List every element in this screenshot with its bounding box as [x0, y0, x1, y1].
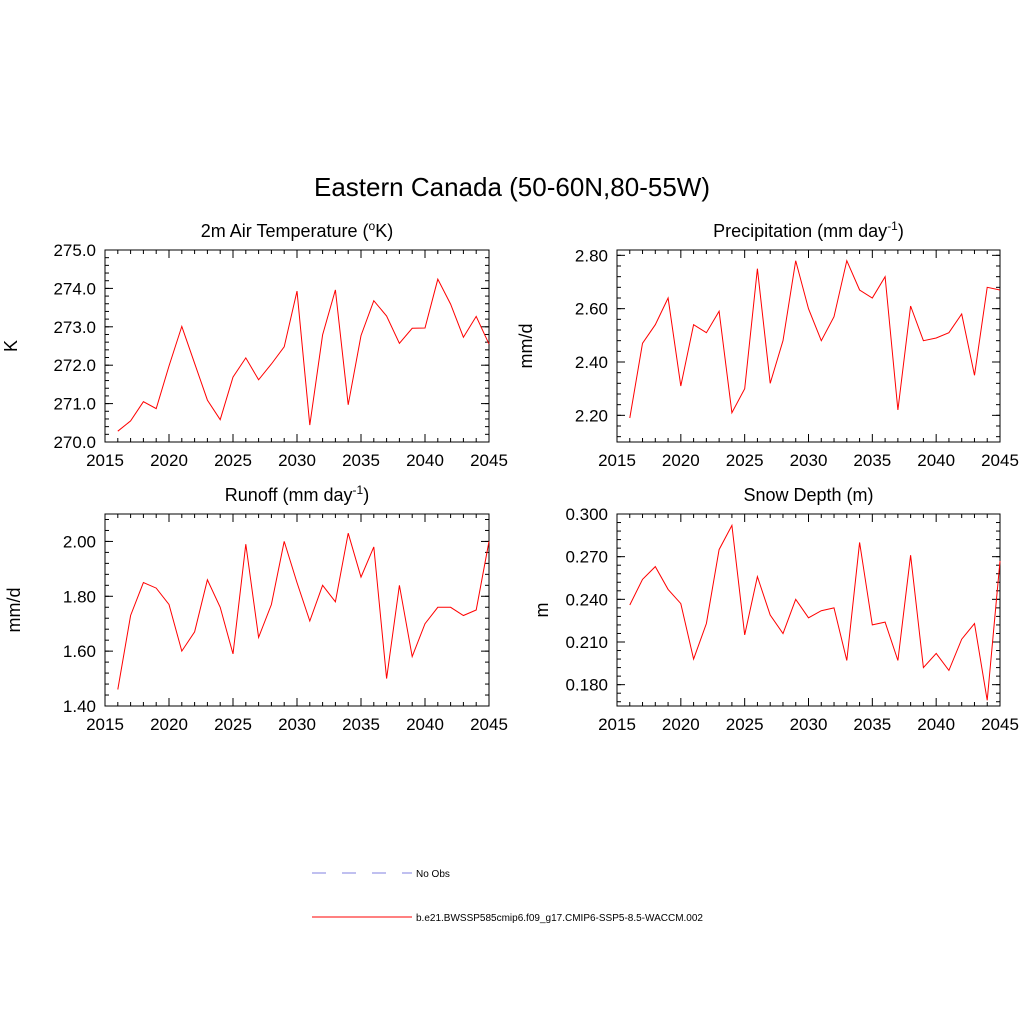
panel-runoff: 2015 2020 2025 2030 2035 2040 2045 1.40 1.60 1.80… [4, 483, 508, 734]
series-line-tas [117, 277, 490, 432]
x-tick-label: 2020 [150, 451, 188, 470]
x-tick-label: 2045 [981, 715, 1019, 734]
x-tick-label: 2030 [790, 451, 828, 470]
x-tick-label: 2015 [598, 451, 636, 470]
y-tick-label: 0.240 [565, 590, 608, 609]
y-tick-label: 273.0 [53, 318, 96, 337]
x-tick-label: 2035 [853, 715, 891, 734]
y-tick-label: 272.0 [53, 356, 96, 375]
y-tick-label: 0.180 [565, 676, 608, 695]
x-tick-label: 2045 [981, 451, 1019, 470]
panel-title: Precipitation (mm day-1) [713, 219, 904, 241]
y-tick-label: 271.0 [53, 395, 96, 414]
legend: No Obs b.e21.BWSSP585cmip6.f09_g17.CMIP6… [312, 869, 703, 924]
y-tick-label: 1.80 [63, 587, 96, 606]
x-tick-label: 2025 [214, 715, 252, 734]
x-tick-label: 2025 [726, 451, 764, 470]
panel-title: Snow Depth (m) [743, 485, 873, 505]
y-axis-label: K [1, 340, 21, 352]
x-tick-label: 2035 [342, 715, 380, 734]
series-line-runoff [117, 533, 490, 690]
x-tick-label: 2040 [917, 451, 955, 470]
y-tick-label: 2.80 [575, 246, 608, 265]
plot-frame [616, 249, 1001, 443]
plot-frame [616, 513, 1001, 707]
x-tick-label: 2035 [853, 451, 891, 470]
x-tick-label: 2020 [662, 451, 700, 470]
y-tick-label: 1.60 [63, 642, 96, 661]
plot-frame [104, 513, 490, 707]
plot-frame [104, 249, 490, 443]
x-tick-label: 2025 [214, 451, 252, 470]
x-tick-label: 2015 [86, 715, 124, 734]
panel-title: Runoff (mm day-1) [225, 483, 369, 505]
legend-obs-label: No Obs [416, 869, 450, 880]
panel-precip: 2015 2020 2025 2030 2035 2040 2045 2.20 2.40 2.60… [516, 219, 1019, 470]
x-tick-label: 2030 [278, 451, 316, 470]
y-tick-label: 2.40 [575, 353, 608, 372]
x-tick-label: 2040 [406, 451, 444, 470]
y-tick-label: 274.0 [53, 279, 96, 298]
x-tick-label: 2015 [86, 451, 124, 470]
x-tick-label: 2030 [790, 715, 828, 734]
x-tick-label: 2015 [598, 715, 636, 734]
y-tick-label: 0.210 [565, 633, 608, 652]
y-tick-label: 2.00 [63, 532, 96, 551]
panels-group: 2015 2020 2025 2030 2035 2040 2045 270.0 271.0 27… [1, 219, 1019, 734]
x-tick-label: 2030 [278, 715, 316, 734]
series-line-precip [629, 259, 1001, 419]
y-axis-label: mm/d [4, 588, 24, 633]
y-axis-label: mm/d [516, 324, 536, 369]
x-tick-label: 2035 [342, 451, 380, 470]
y-axis-label: m [532, 603, 552, 618]
y-tick-label: 2.60 [575, 300, 608, 319]
y-tick-label: 0.270 [565, 548, 608, 567]
panel-tas: 2015 2020 2025 2030 2035 2040 2045 270.0 271.0 27… [1, 219, 508, 470]
x-tick-label: 2045 [470, 715, 508, 734]
y-tick-label: 275.0 [53, 241, 96, 260]
x-tick-label: 2020 [662, 715, 700, 734]
legend-model-label: b.e21.BWSSP585cmip6.f09_g17.CMIP6-SSP5-8… [416, 913, 703, 924]
panel-snowdepth: 2015 2020 2025 2030 2035 2040 2045 0.180 0.210 0.… [532, 485, 1019, 734]
x-tick-label: 2040 [406, 715, 444, 734]
panel-title: 2m Air Temperature (oK) [201, 219, 393, 241]
x-tick-label: 2020 [150, 715, 188, 734]
y-tick-label: 2.20 [575, 406, 608, 425]
y-tick-label: 270.0 [53, 433, 96, 452]
x-tick-label: 2045 [470, 451, 508, 470]
y-tick-label: 1.40 [63, 697, 96, 716]
series-line-snowdepth [629, 523, 1001, 701]
x-tick-label: 2025 [726, 715, 764, 734]
figure-title: Eastern Canada (50-60N,80-55W) [314, 172, 710, 202]
x-tick-label: 2040 [917, 715, 955, 734]
y-tick-label: 0.300 [565, 505, 608, 524]
